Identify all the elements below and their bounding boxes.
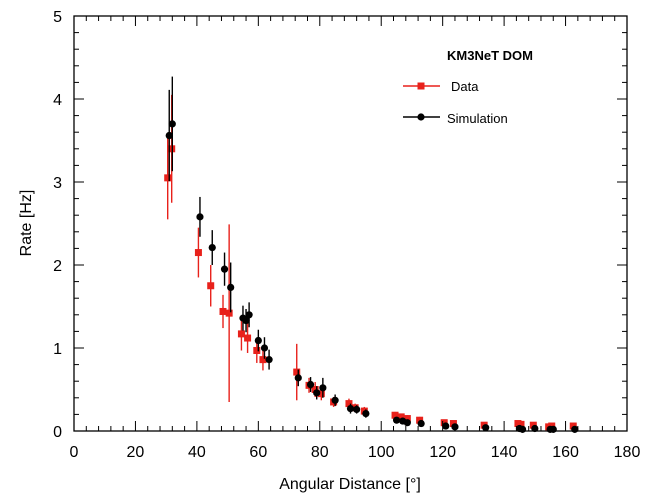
simulation-point bbox=[196, 213, 204, 221]
data-point bbox=[311, 386, 319, 393]
y-tick-label: 0 bbox=[53, 424, 62, 441]
simulation-point bbox=[254, 336, 262, 345]
data-point bbox=[244, 334, 252, 342]
simulation-point bbox=[227, 283, 235, 292]
legend-entry-data: Data bbox=[451, 79, 479, 94]
x-tick-label: 180 bbox=[614, 444, 641, 461]
data-point bbox=[397, 413, 405, 421]
legend-entry-simulation: Simulation bbox=[447, 111, 508, 126]
simulation-point bbox=[403, 419, 411, 427]
simulation-point bbox=[518, 425, 527, 433]
series-data bbox=[164, 94, 577, 431]
simulation-point bbox=[265, 356, 273, 364]
y-tick-label: 3 bbox=[53, 175, 62, 192]
data-point bbox=[237, 330, 245, 338]
y-tick-label: 2 bbox=[53, 258, 62, 275]
simulation-point bbox=[353, 405, 361, 414]
data-point bbox=[548, 422, 556, 430]
data-point bbox=[403, 415, 411, 423]
data-point bbox=[253, 346, 261, 354]
data-point bbox=[317, 390, 325, 398]
data-point bbox=[164, 174, 172, 182]
simulation-point bbox=[442, 422, 450, 430]
legend: KM3NeT DOM Data Simulation bbox=[403, 48, 533, 126]
x-tick-label: 120 bbox=[429, 444, 456, 461]
data-point bbox=[293, 368, 301, 376]
x-axis-label: Angular Distance [°] bbox=[279, 476, 421, 493]
simulation-point bbox=[245, 311, 253, 319]
data-point bbox=[219, 307, 227, 315]
simulation-point bbox=[362, 409, 370, 418]
simulation-point bbox=[208, 243, 216, 252]
plot-frame bbox=[73, 15, 628, 432]
y-tick-label: 1 bbox=[53, 341, 62, 358]
y-tick-label: 4 bbox=[53, 92, 62, 109]
simulation-point bbox=[346, 404, 355, 413]
data-point bbox=[517, 420, 525, 428]
simulation-point bbox=[168, 120, 176, 128]
data-point bbox=[225, 309, 233, 317]
data-point bbox=[529, 421, 537, 429]
simulation-point bbox=[165, 131, 173, 140]
simulation-point bbox=[392, 416, 401, 424]
simulation-point bbox=[294, 374, 302, 382]
legend-simulation-marker bbox=[417, 113, 425, 121]
data-point bbox=[259, 356, 267, 364]
x-tick-label: 100 bbox=[368, 444, 395, 461]
data-point bbox=[569, 422, 577, 430]
simulation-point bbox=[220, 265, 229, 273]
simulation-point bbox=[482, 424, 490, 432]
series-simulation bbox=[165, 76, 579, 433]
data-point bbox=[345, 400, 353, 408]
simulation-point bbox=[417, 419, 425, 428]
simulation-point bbox=[260, 344, 269, 352]
y-axis-label: Rate [Hz] bbox=[18, 190, 35, 257]
x-tick-label: 80 bbox=[311, 444, 329, 461]
x-tick-label: 20 bbox=[127, 444, 145, 461]
data-point bbox=[416, 416, 424, 424]
simulation-point bbox=[331, 396, 339, 404]
data-point bbox=[449, 420, 457, 428]
simulation-point bbox=[531, 424, 539, 433]
simulation-point bbox=[242, 317, 250, 325]
x-tick-label: 0 bbox=[70, 444, 79, 461]
x-tick-label: 40 bbox=[188, 444, 206, 461]
data-point bbox=[440, 419, 448, 427]
simulation-point bbox=[306, 380, 315, 389]
data-point bbox=[207, 282, 215, 290]
x-tick-label: 60 bbox=[249, 444, 267, 461]
data-point bbox=[391, 411, 399, 419]
legend-title: KM3NeT DOM bbox=[447, 48, 533, 63]
simulation-point bbox=[319, 384, 327, 392]
legend-data-marker bbox=[417, 82, 425, 90]
simulation-point bbox=[313, 389, 321, 397]
y-tick-label: 5 bbox=[53, 9, 62, 26]
data-point bbox=[194, 249, 202, 257]
x-tick-label: 140 bbox=[491, 444, 518, 461]
simulation-point bbox=[571, 425, 579, 433]
x-tick-label: 160 bbox=[552, 444, 579, 461]
